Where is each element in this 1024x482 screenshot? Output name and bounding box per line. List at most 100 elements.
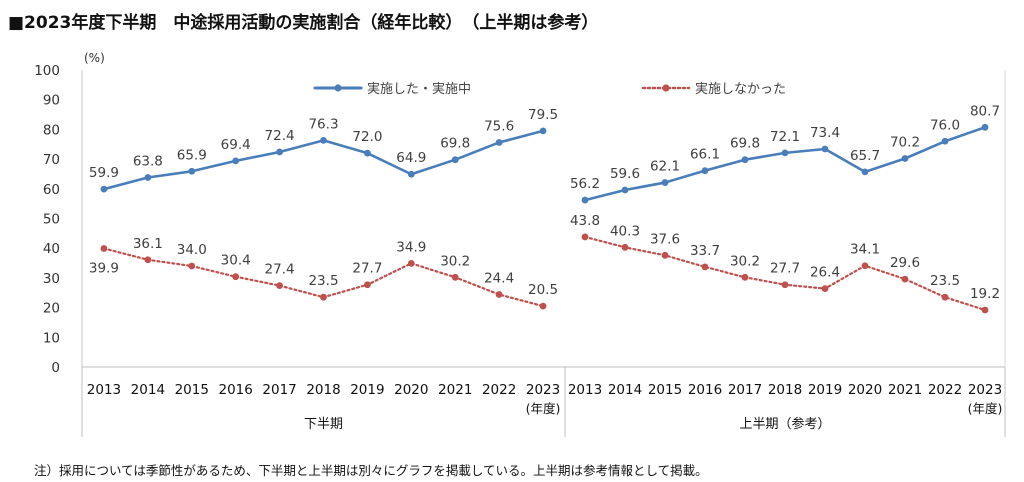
data-point-implemented [144,174,152,181]
x-tick-label: 2018 [306,382,340,398]
x-axis-unit: (年度) [526,401,561,416]
data-label-not-implemented: 23.5 [308,273,338,289]
y-tick-label: 70 [43,152,60,168]
x-tick-label: 2014 [608,382,642,398]
data-point-implemented [661,179,669,186]
data-label-not-implemented: 30.2 [440,253,470,269]
data-label-not-implemented: 33.7 [690,243,720,259]
data-label-implemented: 76.3 [308,116,338,132]
x-tick-label: 2021 [438,382,472,398]
data-label-implemented: 63.8 [133,154,163,170]
data-point-implemented [495,139,503,146]
data-point-not-implemented [581,233,589,241]
data-label-implemented: 62.1 [650,159,680,175]
y-tick-label: 80 [43,122,60,138]
data-label-not-implemented: 29.6 [890,255,920,271]
y-tick-label: 0 [51,360,60,376]
data-label-implemented: 72.0 [352,129,382,145]
data-point-not-implemented [861,262,869,270]
x-tick-label: 2020 [394,382,428,398]
data-point-not-implemented [451,273,459,281]
data-point-not-implemented [741,273,749,281]
y-tick-label: 60 [43,182,60,198]
data-point-not-implemented [144,256,152,264]
data-label-implemented: 69.4 [221,137,251,153]
data-label-implemented: 65.7 [850,148,880,164]
data-point-not-implemented [981,306,989,314]
data-label-implemented: 80.7 [970,103,1000,119]
data-label-not-implemented: 40.3 [610,223,640,239]
data-label-not-implemented: 27.7 [352,261,382,277]
x-tick-label: 2022 [482,382,516,398]
data-point-implemented [701,167,709,175]
x-tick-label: 2022 [928,382,962,398]
data-point-not-implemented [232,273,240,281]
data-label-implemented: 75.6 [484,118,514,134]
data-label-not-implemented: 34.0 [177,242,207,258]
data-label-not-implemented: 26.4 [810,265,840,281]
y-tick-label: 40 [43,241,60,257]
x-tick-label: 2015 [175,382,209,398]
y-tick-label: 10 [43,330,60,346]
data-point-not-implemented [701,263,709,271]
x-tick-label: 2021 [888,382,922,398]
panel-label: 下半期 [304,417,343,432]
data-point-implemented [451,156,459,164]
x-tick-label: 2019 [808,382,842,398]
data-label-not-implemented: 34.1 [850,242,880,258]
data-point-implemented [741,156,749,164]
data-label-not-implemented: 20.5 [528,282,558,298]
data-label-implemented: 64.9 [396,150,426,166]
data-label-implemented: 56.2 [570,176,600,192]
data-point-implemented [100,185,108,193]
data-point-implemented [407,170,415,178]
data-label-implemented: 69.8 [730,136,760,152]
data-point-implemented [861,168,869,176]
y-tick-label: 100 [34,63,60,79]
data-label-implemented: 76.0 [930,117,960,133]
data-label-not-implemented: 24.4 [484,271,514,287]
footnote: 注）採用については季節性があるため、下半期と上半期は別々にグラフを掲載している。… [34,463,708,478]
data-label-implemented: 69.8 [440,136,470,152]
x-tick-label: 2023 [526,382,560,398]
data-point-not-implemented [821,285,829,292]
data-label-implemented: 59.9 [89,165,119,181]
x-tick-label: 2013 [87,382,121,398]
data-point-implemented [581,196,589,204]
x-tick-label: 2018 [768,382,802,398]
data-label-not-implemented: 27.7 [770,261,800,277]
data-label-not-implemented: 30.4 [221,253,251,269]
y-tick-label: 20 [43,301,60,317]
x-tick-label: 2017 [728,382,762,398]
data-point-not-implemented [276,282,283,290]
data-point-implemented [781,149,789,157]
chart-title: ■2023年度下半期 中途採用活動の実施割合（経年比較） （上半期は参考） [8,13,599,33]
data-point-not-implemented [539,302,547,310]
panel-label: 上半期（参考） [739,416,830,432]
data-label-implemented: 66.1 [690,147,720,163]
legend-marker-implemented [334,84,342,92]
data-point-implemented [621,186,629,194]
data-label-not-implemented: 39.9 [89,260,119,276]
data-label-not-implemented: 37.6 [650,231,680,247]
data-point-not-implemented [364,281,371,289]
data-point-implemented [188,167,196,175]
legend-marker-not-implemented [662,84,670,92]
data-point-not-implemented [188,262,196,270]
y-axis-unit: (%) [84,51,105,65]
data-label-not-implemented: 36.1 [133,236,163,252]
data-point-not-implemented [901,275,909,283]
x-tick-label: 2023 [968,382,1002,398]
data-point-not-implemented [781,281,789,289]
data-point-not-implemented [661,251,669,259]
data-point-implemented [364,149,371,157]
legend-label-not-implemented: 実施しなかった [695,81,786,97]
y-tick-label: 30 [43,271,60,287]
data-label-implemented: 73.4 [810,125,840,141]
data-point-implemented [941,137,949,145]
data-point-implemented [539,127,547,135]
data-label-not-implemented: 19.2 [970,286,1000,302]
x-tick-label: 2016 [219,382,253,398]
data-label-not-implemented: 34.9 [396,239,426,255]
data-label-implemented: 79.5 [528,107,558,123]
